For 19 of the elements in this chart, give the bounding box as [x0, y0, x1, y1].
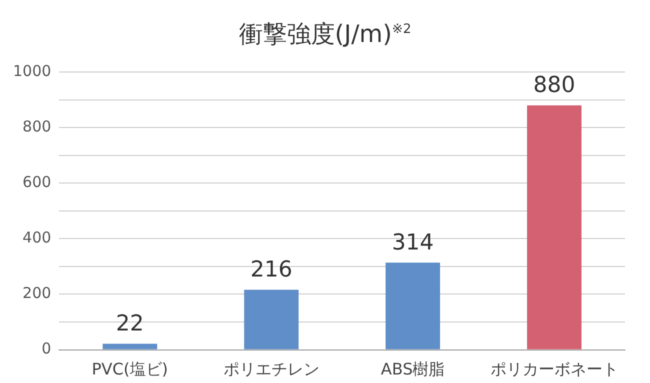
- y-tick-label: 200: [22, 284, 52, 302]
- data-label: 314: [392, 230, 434, 256]
- y-tick-label: 400: [22, 228, 52, 247]
- x-tick-label: ABS樹脂: [380, 360, 445, 379]
- y-tick-label: 600: [22, 173, 52, 192]
- x-tick-label: PVC(塩ビ): [92, 360, 168, 379]
- bar: [244, 290, 299, 350]
- x-tick-label: ポリカーボネート: [490, 360, 618, 379]
- bar: [527, 105, 582, 350]
- data-label: 880: [533, 73, 576, 98]
- chart-title: 衝撃強度(J/m)$^{※2}$: [238, 19, 412, 50]
- y-tick-label: 800: [22, 117, 52, 136]
- y-tick-label: 1000: [12, 62, 52, 80]
- bar: [386, 262, 440, 350]
- bar: [102, 344, 158, 350]
- x-tick-label: ポリエチレン: [223, 360, 320, 379]
- data-label: 22: [116, 311, 144, 336]
- data-label: 216: [250, 258, 292, 283]
- y-tick-label: 0: [42, 340, 52, 358]
